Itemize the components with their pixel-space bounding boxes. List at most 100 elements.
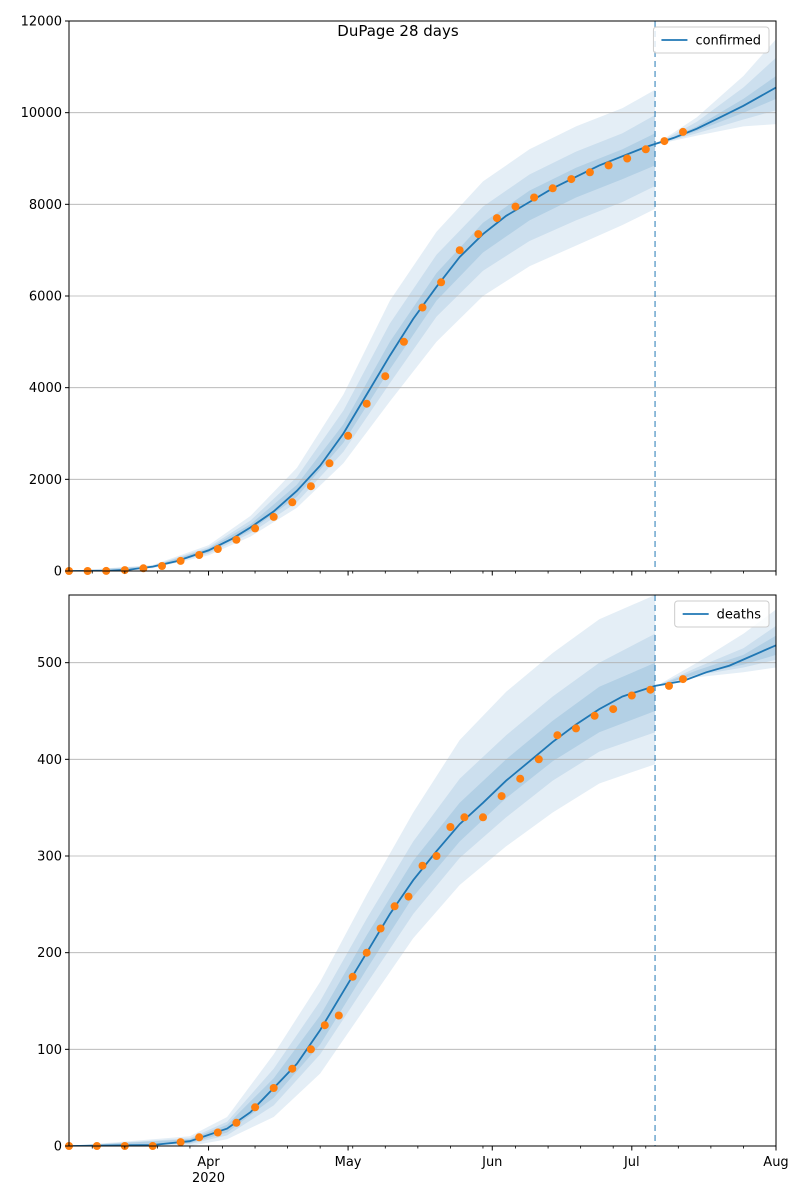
confirmed-observed-point [455, 246, 464, 255]
deaths-x-tick-label: Jul [623, 1155, 640, 1170]
confirmed-observed-points [65, 127, 687, 575]
confirmed-observed-point [585, 168, 594, 177]
confirmed-observed-point [232, 535, 241, 544]
confirmed-observed-point [474, 230, 483, 239]
deaths-observed-point [390, 902, 399, 911]
deaths-x-tick-label: May [335, 1155, 362, 1170]
deaths-observed-point [306, 1045, 315, 1054]
deaths-observed-point [446, 823, 455, 831]
confirmed-observed-point [437, 278, 446, 287]
deaths-y-axis: 0 100 200 300 400 500 [37, 656, 69, 1155]
confirmed-observed-point [492, 214, 501, 223]
confirmed-observed-point [567, 175, 576, 184]
confirmed-observed-point [679, 127, 687, 136]
deaths-observed-point [497, 792, 506, 801]
deaths-observed-point [362, 948, 371, 957]
confirmed-observed-point [511, 202, 520, 211]
confirmed-observed-point [623, 154, 632, 163]
deaths-observed-points [65, 675, 687, 1150]
confirmed-y-tick-label: 10000 [21, 106, 62, 121]
confirmed-observed-point [660, 137, 669, 146]
deaths-y-tick-label: 0 [54, 1140, 62, 1155]
deaths-observed-point [516, 774, 525, 783]
confirmed-observed-point [325, 459, 334, 468]
confirmed-y-tick-label: 2000 [29, 473, 62, 488]
deaths-uncertainty-bands [69, 595, 776, 1146]
deaths-y-tick-label: 500 [37, 656, 62, 671]
deaths-observed-point [646, 685, 655, 694]
confirmed-observed-point [120, 566, 129, 575]
deaths-observed-point [320, 1021, 329, 1030]
confirmed-observed-point [344, 431, 353, 440]
confirmed-y-tick-label: 0 [54, 565, 62, 580]
deaths-observed-point [232, 1118, 241, 1127]
deaths-y-tick-label: 300 [37, 850, 62, 865]
deaths-observed-point [590, 711, 599, 720]
deaths-x-tick-label: Aug [763, 1155, 788, 1170]
deaths-observed-point [404, 892, 413, 901]
confirmed-observed-point [362, 399, 371, 408]
confirmed-observed-point [548, 184, 557, 193]
deaths-observed-point [376, 924, 385, 933]
deaths-band-0 [69, 595, 776, 1146]
confirmed-observed-point [530, 193, 539, 202]
deaths-observed-point [679, 675, 687, 684]
confirmed-observed-point [139, 564, 148, 573]
confirmed-observed-point [269, 512, 278, 521]
confirmed-model-path [69, 86, 776, 571]
confirmed-y-tick-label: 12000 [21, 15, 62, 30]
confirmed-observed-point [418, 303, 427, 312]
confirmed-legend: confirmed [652, 26, 770, 54]
deaths-observed-point [269, 1084, 278, 1092]
confirmed-observed-point [399, 337, 408, 346]
deaths-observed-point [213, 1128, 222, 1137]
confirmed-observed-point [306, 482, 315, 491]
confirmed-observed-point [381, 372, 390, 381]
deaths-observed-point [460, 813, 469, 822]
confirmed-y-axis: 0 2000 4000 6000 8000 10000 12000 [21, 15, 69, 580]
confirmed-y-tick-label: 8000 [29, 198, 62, 213]
deaths-band-1 [69, 625, 776, 1146]
confirmed-x-axis [91, 571, 777, 576]
deaths-observed-point [195, 1133, 204, 1142]
confirmed-legend-label: confirmed [695, 34, 761, 49]
chart-title: DuPage 28 days [337, 22, 459, 40]
confirmed-observed-point [288, 498, 297, 507]
confirmed-observed-point [604, 161, 613, 170]
deaths-x-tick-sublabel: 2020 [192, 1171, 225, 1186]
deaths-observed-point [609, 705, 618, 714]
confirmed-observed-point [251, 524, 260, 533]
confirmed-observed-point [213, 545, 222, 553]
deaths-legend-box [674, 600, 770, 628]
deaths-x-tick-label: Jun [481, 1155, 502, 1170]
confirmed-model-line [69, 86, 776, 571]
confirmed-y-tick-label: 4000 [29, 381, 62, 396]
deaths-x-tick-label: Apr [197, 1155, 220, 1170]
confirmed-observed-point [641, 145, 650, 154]
deaths-y-tick-label: 100 [37, 1043, 62, 1058]
deaths-observed-point [534, 755, 543, 764]
deaths-legend: deaths [674, 600, 770, 628]
confirmed-observed-point [176, 556, 185, 565]
deaths-observed-point [479, 813, 487, 822]
deaths-y-tick-label: 200 [37, 946, 62, 961]
deaths-axes-frame [68, 594, 777, 1147]
deaths-observed-point [665, 681, 673, 690]
confirmed-observed-point [158, 562, 166, 570]
deaths-observed-point [572, 724, 580, 733]
confirmed-band-1 [69, 57, 776, 571]
deaths-observed-point [176, 1138, 185, 1147]
deaths-observed-point [251, 1103, 260, 1112]
deaths-observed-point [432, 852, 441, 860]
deaths-legend-label: deaths [717, 608, 762, 623]
deaths-y-tick-label: 400 [37, 753, 62, 768]
confirmed-panel: 0 2000 4000 6000 8000 10000 12000 confirmed [21, 15, 777, 580]
confirmed-y-tick-label: 6000 [29, 290, 62, 305]
deaths-observed-point [348, 972, 357, 981]
confirmed-legend-box [652, 26, 770, 54]
deaths-observed-point [288, 1064, 297, 1073]
deaths-observed-point [334, 1011, 343, 1020]
